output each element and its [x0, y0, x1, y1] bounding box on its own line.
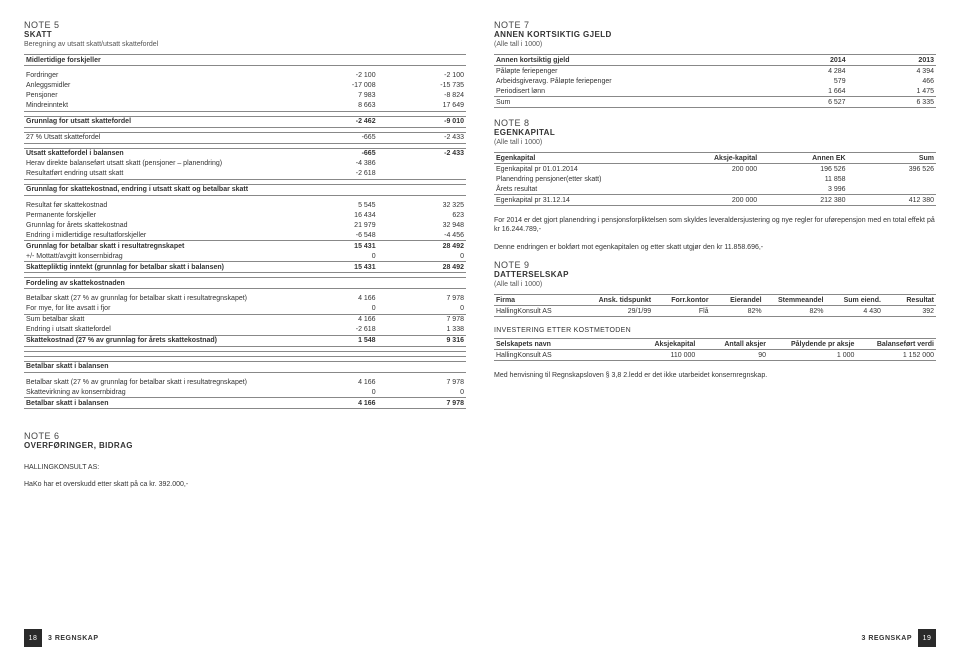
page-number-left: 18	[24, 629, 42, 647]
note8-p2: Denne endringen er bokført mot egenkapit…	[494, 243, 936, 252]
note9-title: DATTERSELSKAP	[494, 270, 936, 279]
note8-sub: (Alle tall i 1000)	[494, 139, 936, 146]
page-footer: 18 3 REGNSKAP 3 REGNSKAP 19	[24, 629, 936, 647]
grunn-sk: Grunnlag for skattekostnad, endring i ut…	[24, 184, 466, 195]
table-row: Grunnlag for årets skattekostnad	[24, 220, 289, 230]
page-columns: NOTE 5 SKATT Beregning av utsatt skatt/u…	[24, 20, 936, 498]
table-row: Pensjoner	[24, 91, 289, 101]
note8-title: EGENKAPITAL	[494, 128, 936, 137]
hdr7: Annen kortsiktig gjeld	[494, 55, 759, 66]
note7-sub: (Alle tall i 1000)	[494, 41, 936, 48]
grunnlag-usf: Grunnlag for utsatt skattefordel	[24, 116, 289, 127]
note9-number: NOTE 9	[494, 260, 936, 270]
table-row: Anleggsmidler	[24, 81, 289, 91]
footer-left: 18 3 REGNSKAP	[24, 629, 99, 647]
table-row: Periodisert lønn	[494, 86, 759, 97]
table-row: Betalbar skatt (27 % av grunnlag for bet…	[24, 377, 289, 387]
page-number-right: 19	[918, 629, 936, 647]
note9-sub: (Alle tall i 1000)	[494, 281, 936, 288]
note7-title: ANNEN KORTSIKTIG GJELD	[494, 30, 936, 39]
footer-right: 3 REGNSKAP 19	[861, 629, 936, 647]
table-note8: EgenkapitalAksje-kapitalAnnen EKSum Egen…	[494, 152, 936, 206]
note9-p3: Med henvisning til Regnskapsloven § 3,8 …	[494, 371, 936, 380]
table-row: Endring i midlertidige resultatforskjell…	[24, 230, 289, 241]
table-row: Betalbar skatt (27 % av grunnlag for bet…	[24, 294, 289, 304]
table-row: Egenkapital pr 31.12.14	[494, 195, 671, 206]
note8-p1: For 2014 er det gjort planendring i pens…	[494, 216, 936, 235]
table-row: Endring i utsatt skattefordel	[24, 325, 289, 336]
inv-header: INVESTERING ETTER KOSTMETODEN	[494, 327, 936, 334]
right-column: NOTE 7 ANNEN KORTSIKTIG GJELD (Alle tall…	[494, 20, 936, 498]
usf-bal: Utsatt skattefordel i balansen	[24, 148, 289, 159]
table-row: Mindreinntekt	[24, 101, 289, 112]
table-row: Resultat før skattekostnad	[24, 200, 289, 210]
ford: Fordeling av skattekostnaden	[24, 278, 466, 289]
table-row: Skattevirkning av konsernbidrag	[24, 387, 289, 398]
table-row: Sum	[494, 97, 759, 108]
table-row: Permanente forskjeller	[24, 210, 289, 220]
table-row: Sum betalbar skatt	[24, 314, 289, 325]
table-note7: Annen kortsiktig gjeld20142013 Påløpte f…	[494, 54, 936, 108]
mottatt: +/- Mottatt/avgitt konsernbidrag	[24, 251, 289, 262]
note7-number: NOTE 7	[494, 20, 936, 30]
herav: Herav direkte balanseført utsatt skatt (…	[24, 159, 289, 169]
table-row: Egenkapital pr 01.01.2014	[494, 164, 671, 175]
hdr9: Firma	[494, 295, 591, 306]
section-label-right: 3 REGNSKAP	[861, 635, 912, 642]
note6-number: NOTE 6	[24, 431, 466, 441]
skpl: Skattepliktig inntekt (grunnlag for beta…	[24, 262, 289, 273]
hdr-inv: Selskapets navn	[494, 339, 618, 350]
note5-title: SKATT	[24, 30, 466, 39]
table-note9: Firma Ansk. tidspunkt Forr.kontor Eieran…	[494, 294, 936, 317]
table-inv: Selskapets navn Aksjekapital Antall aksj…	[494, 338, 936, 361]
note8-number: NOTE 8	[494, 118, 936, 128]
left-column: NOTE 5 SKATT Beregning av utsatt skatt/u…	[24, 20, 466, 498]
table-row: Planendring pensjoner(etter skatt)	[494, 174, 671, 184]
table-row: Årets resultat	[494, 184, 671, 195]
skattekost: Skattekostnad (27 % av grunnlag for året…	[24, 335, 289, 346]
table-row: Påløpte feriepenger	[494, 66, 759, 77]
gr-bet: Grunnlag for betalbar skatt i resultatre…	[24, 241, 289, 252]
section-label-left: 3 REGNSKAP	[48, 635, 99, 642]
note6-b: HaKo har et overskudd etter skatt på ca …	[24, 480, 466, 489]
table-row: HallingKonsult AS	[494, 350, 618, 361]
res-endring: Resultatført endring utsatt skatt	[24, 169, 289, 180]
table-row: Arbeidsgiveravg. Påløpte feriepenger	[494, 76, 759, 86]
bet-sum: Betalbar skatt i balansen	[24, 398, 289, 409]
note6-a: HALLINGKONSULT AS:	[24, 463, 466, 472]
bet-bal: Betalbar skatt i balansen	[24, 361, 466, 372]
note5-sub: Beregning av utsatt skatt/utsatt skattef…	[24, 41, 466, 48]
table-row: HallingKonsult AS	[494, 306, 591, 317]
mf-header: Midlertidige forskjeller	[24, 55, 289, 66]
note6-title: OVERFØRINGER, BIDRAG	[24, 441, 466, 450]
table-midlertidige: Midlertidige forskjeller Fordringer-2 10…	[24, 54, 466, 409]
table-row: For mye, for lite avsatt i fjor	[24, 304, 289, 315]
hdr8: Egenkapital	[494, 153, 671, 164]
note5-number: NOTE 5	[24, 20, 466, 30]
table-row: Fordringer	[24, 71, 289, 81]
pct27: 27 % Utsatt skattefordel	[24, 132, 289, 143]
